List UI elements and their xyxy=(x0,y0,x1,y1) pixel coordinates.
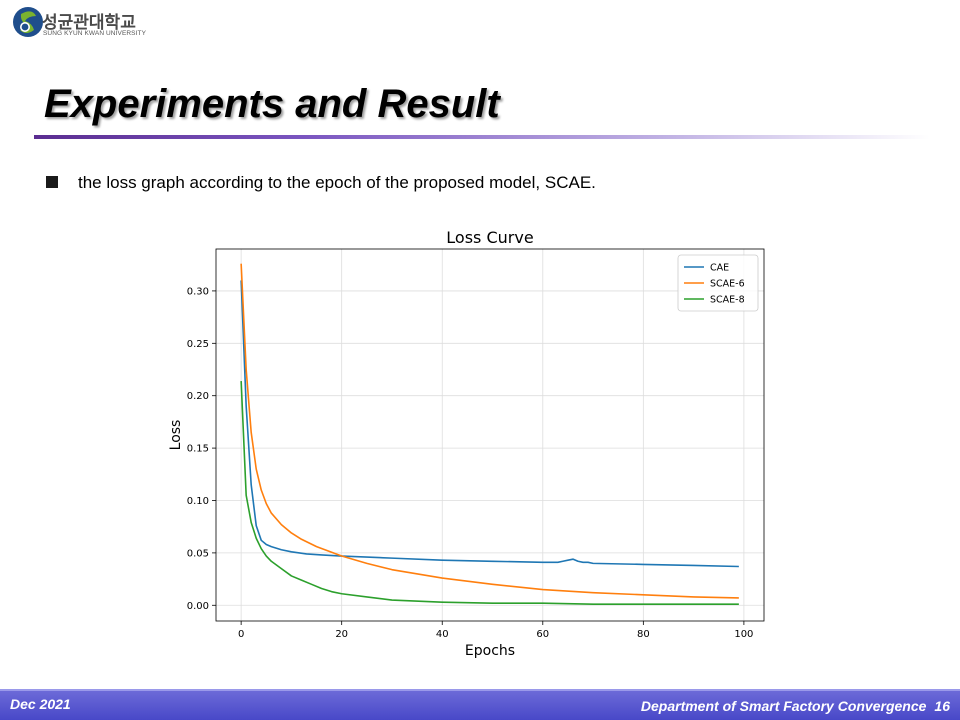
footer-date: Dec 2021 xyxy=(10,696,71,712)
footer-department: Department of Smart Factory Convergence 1… xyxy=(641,698,950,714)
y-tick-label: 0.25 xyxy=(187,339,209,350)
y-tick-label: 0.05 xyxy=(187,548,209,559)
page-number: 16 xyxy=(934,698,950,714)
chart-title: Loss Curve xyxy=(446,228,533,247)
bullet-text: the loss graph according to the epoch of… xyxy=(78,173,596,192)
y-tick-label: 0.20 xyxy=(187,391,209,402)
plot-background xyxy=(216,249,764,621)
chart-lines xyxy=(240,263,739,606)
plot-area xyxy=(215,248,765,622)
university-emblem-icon xyxy=(13,7,43,37)
series-line-scae-8 xyxy=(240,380,739,606)
legend-label: SCAE-8 xyxy=(710,295,745,306)
title-underline xyxy=(34,135,930,139)
y-tick-label: 0.10 xyxy=(187,496,209,507)
legend-box xyxy=(677,254,759,312)
footer-bar: Dec 2021 Department of Smart Factory Con… xyxy=(0,689,960,720)
bullet-item: the loss graph according to the epoch of… xyxy=(46,173,596,193)
university-logo: 성균관대학교 SUNG KYUN KWAN UNIVERSITY xyxy=(12,6,182,42)
legend-label: CAE xyxy=(710,263,729,274)
x-tick-label: 0 xyxy=(238,629,244,640)
x-tick-label: 60 xyxy=(536,629,549,640)
x-tick-label: 80 xyxy=(637,629,650,640)
y-tick-label: 0.00 xyxy=(187,601,209,612)
x-tick-label: 20 xyxy=(335,629,348,640)
x-axis-label: Epochs xyxy=(465,643,515,659)
legend-label: SCAE-6 xyxy=(710,279,745,290)
logo-korean-text: 성균관대학교 xyxy=(42,13,136,33)
chart-grid xyxy=(216,249,764,621)
y-axis-label: Loss xyxy=(168,420,184,451)
x-tick-label: 100 xyxy=(734,629,753,640)
chart-legend: CAE SCAE-6 SCAE-8 xyxy=(677,254,759,312)
y-tick-label: 0.15 xyxy=(187,444,209,455)
loss-chart: 0 20 40 60 80 100 0.00 0.05 0.10 0.15 0.20 0.25 0.30… xyxy=(168,228,765,659)
square-bullet-icon xyxy=(46,176,58,188)
series-line-scae-6 xyxy=(240,263,739,599)
series-line-cae xyxy=(240,280,739,568)
slide-title: Experiments and Result xyxy=(44,82,500,126)
chart-ticks: 0 20 40 60 80 100 0.00 0.05 0.10 0.15 0.20 0.25 0.30 xyxy=(187,286,754,640)
x-tick-label: 40 xyxy=(436,629,449,640)
y-tick-label: 0.30 xyxy=(187,286,209,297)
logo-english-text: SUNG KYUN KWAN UNIVERSITY xyxy=(43,30,147,37)
footer-department-text: Department of Smart Factory Convergence xyxy=(640,698,927,714)
